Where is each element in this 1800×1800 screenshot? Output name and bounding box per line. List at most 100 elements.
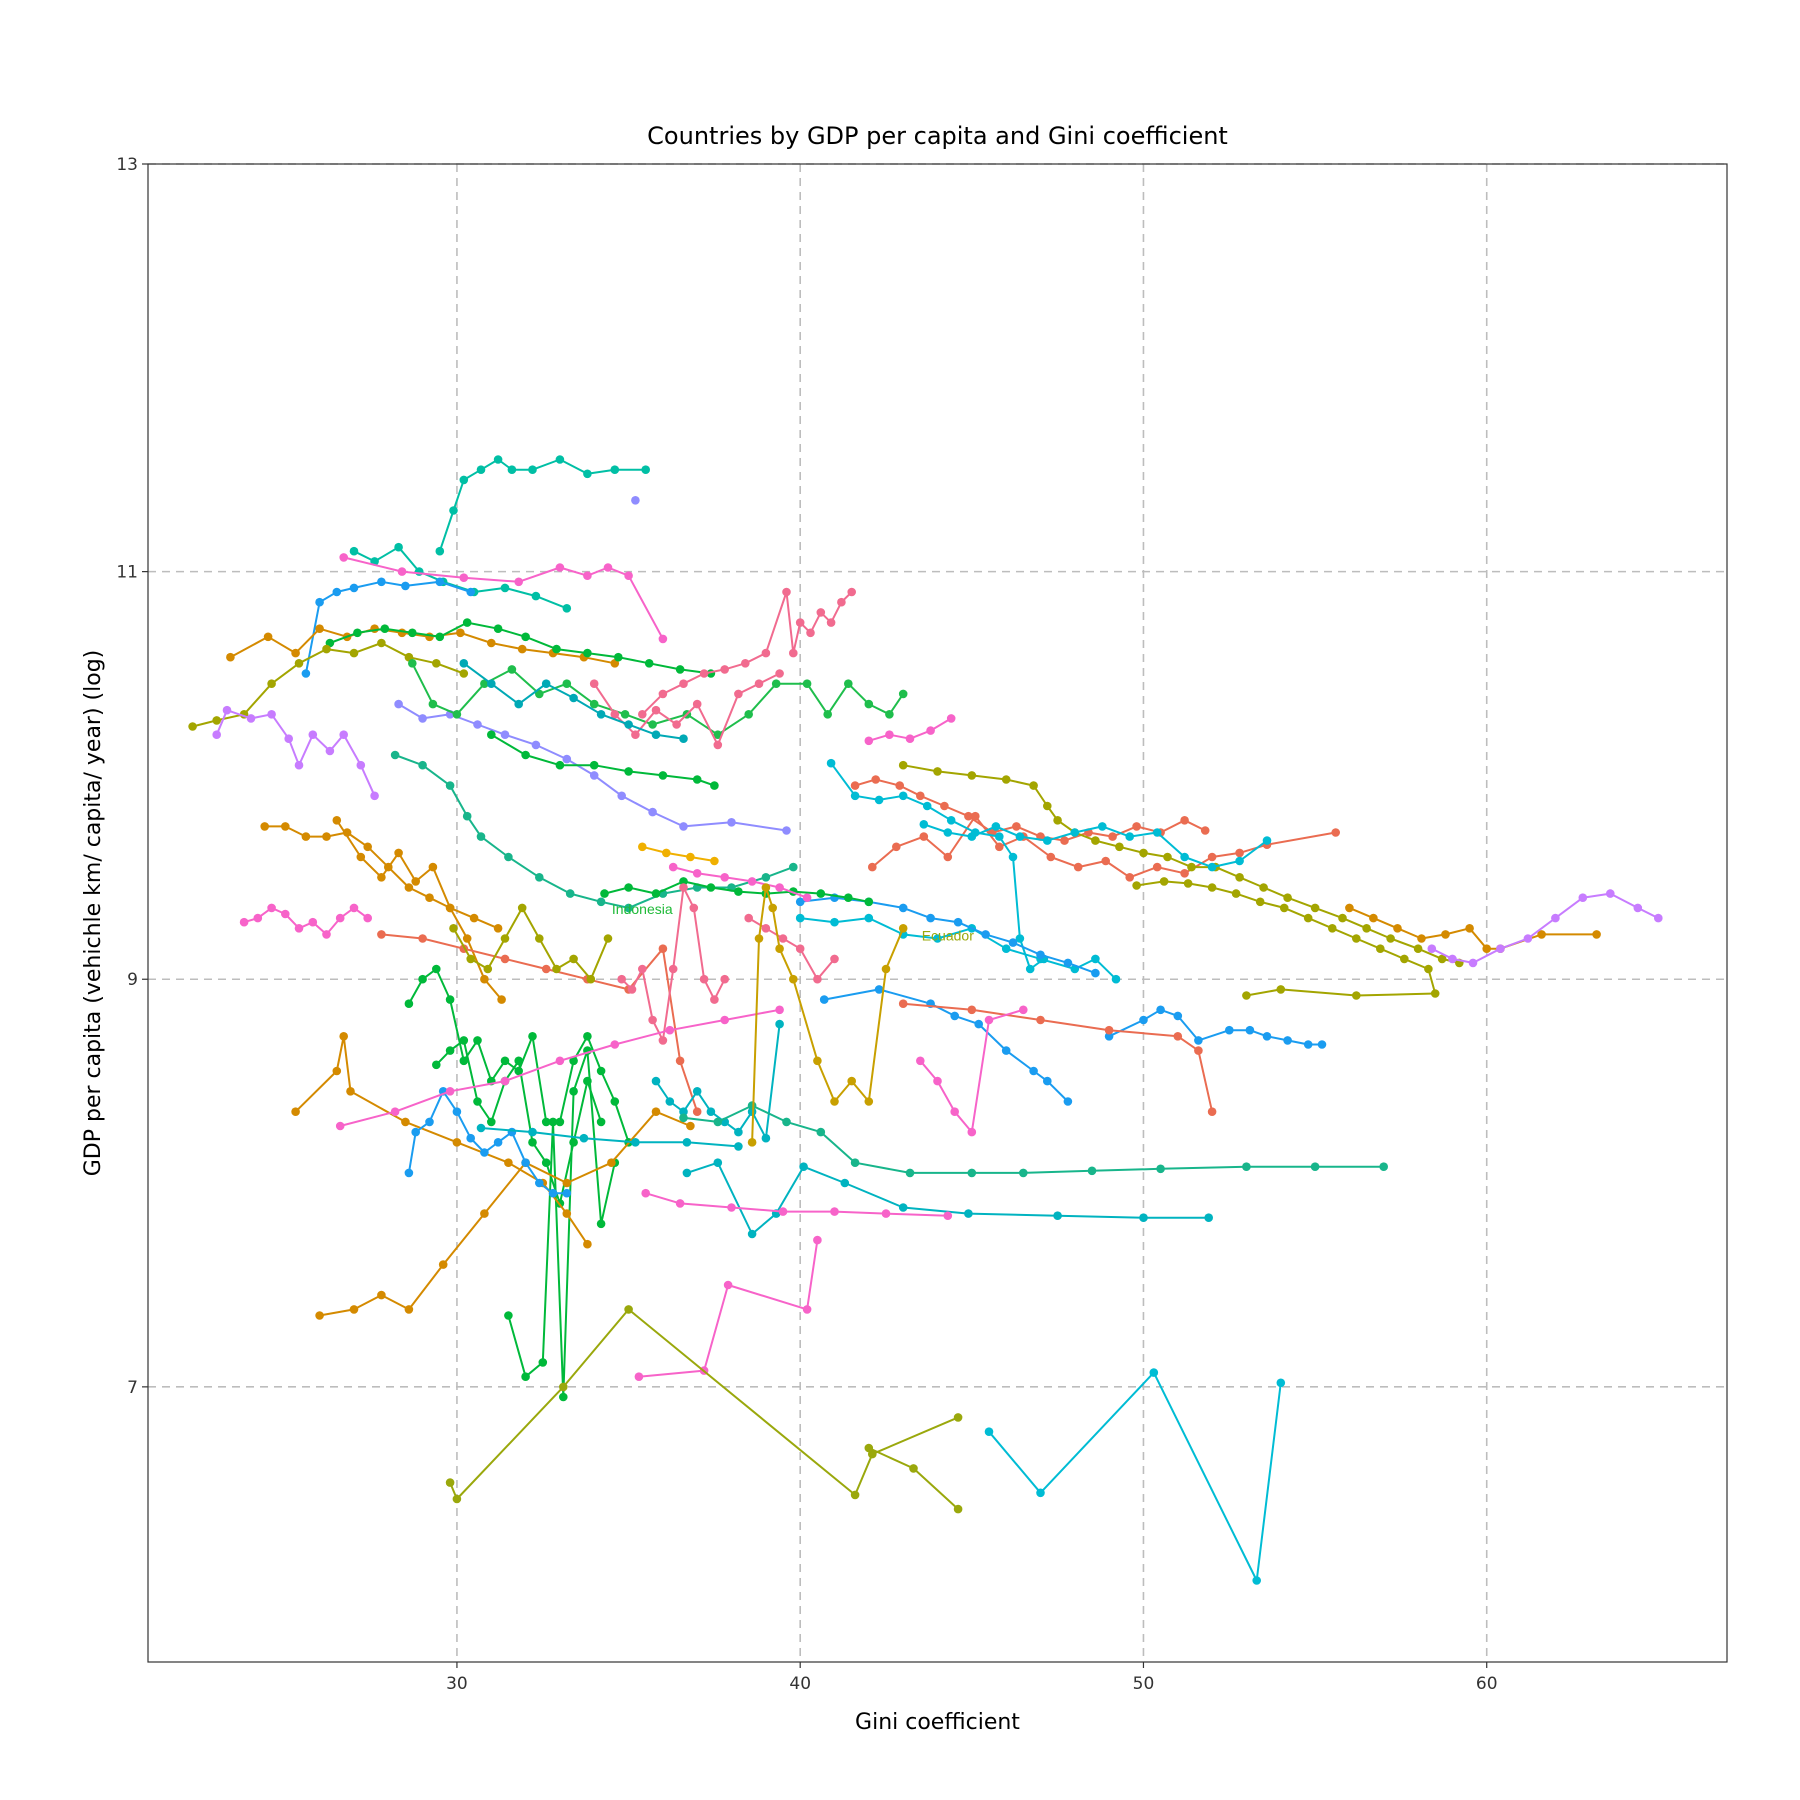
data-point: [953, 1413, 963, 1422]
data-point: [1207, 862, 1217, 872]
data-point: [552, 644, 561, 654]
series-34: [377, 930, 702, 1116]
data-point: [624, 1305, 633, 1314]
data-point: [332, 816, 342, 825]
series-42: [651, 1019, 784, 1143]
axes: 30 40 50 60 7 9 11 13: [116, 155, 1497, 1694]
data-point: [438, 1260, 448, 1269]
data-point: [521, 750, 530, 760]
data-point: [675, 1056, 685, 1066]
data-point: [531, 591, 541, 601]
data-point: [658, 771, 668, 780]
data-point: [1262, 836, 1272, 845]
data-point: [589, 771, 599, 780]
data-point: [624, 720, 633, 729]
data-point: [315, 624, 324, 633]
data-point: [322, 930, 331, 939]
data-point: [799, 1162, 808, 1171]
data-point: [638, 842, 647, 852]
data-point: [445, 1478, 455, 1487]
data-point: [504, 852, 513, 862]
data-point: [1427, 944, 1437, 953]
y-tick-label: 11: [116, 563, 138, 583]
data-point: [456, 628, 465, 638]
data-point: [940, 801, 949, 811]
data-point: [404, 1168, 414, 1178]
data-point: [816, 889, 826, 898]
data-point: [538, 1358, 548, 1367]
data-point: [1180, 869, 1189, 878]
data-point: [435, 546, 445, 556]
series-24: [1104, 1005, 1327, 1049]
data-point: [1036, 950, 1045, 960]
data-point: [260, 822, 270, 831]
data-point: [1098, 822, 1107, 831]
data-point: [1386, 934, 1395, 943]
series-line: [919, 1008, 1024, 1134]
data-point: [1235, 873, 1244, 882]
data-point: [881, 964, 891, 974]
data-point: [1262, 1032, 1272, 1041]
data-point: [747, 1101, 757, 1110]
data-point: [428, 699, 438, 709]
data-point: [284, 734, 294, 743]
data-point: [782, 1117, 791, 1127]
data-point: [1019, 1005, 1028, 1015]
data-point: [517, 644, 527, 654]
data-point: [1163, 852, 1172, 862]
data-point: [500, 934, 510, 943]
data-point: [603, 934, 613, 943]
data-point: [898, 924, 908, 933]
data-point: [541, 1117, 551, 1127]
series-23: [819, 985, 1073, 1106]
data-point: [844, 893, 853, 902]
x-axis-label: Gini coefficient: [855, 1710, 1020, 1735]
series-56: [864, 714, 956, 746]
data-point: [1173, 1011, 1183, 1021]
data-point: [802, 679, 812, 688]
data-point: [1303, 913, 1313, 923]
data-point: [500, 954, 510, 964]
data-point: [552, 964, 561, 974]
data-point: [432, 659, 441, 668]
data-point: [521, 1372, 530, 1381]
data-point: [1633, 903, 1643, 913]
data-point: [469, 913, 479, 923]
data-point: [596, 1066, 606, 1076]
series-57: [631, 496, 640, 505]
data-point: [1225, 1025, 1234, 1035]
series-47: [445, 1305, 963, 1504]
data-point: [1132, 881, 1141, 890]
data-point: [555, 760, 565, 770]
data-point: [874, 795, 884, 805]
data-point: [933, 934, 942, 943]
data-point: [1060, 836, 1069, 845]
data-point: [1400, 954, 1409, 964]
data-point: [583, 469, 592, 479]
data-point: [713, 1117, 723, 1127]
data-point: [802, 1305, 812, 1314]
data-point: [569, 1087, 578, 1096]
data-point: [1465, 924, 1474, 933]
data-point: [514, 577, 523, 587]
data-point: [435, 632, 445, 642]
data-point: [459, 475, 469, 485]
data-point: [1252, 1576, 1261, 1585]
data-point: [514, 699, 523, 709]
data-point: [984, 1427, 994, 1436]
data-point: [847, 587, 856, 597]
data-point: [964, 811, 973, 821]
data-point: [1132, 822, 1141, 831]
data-point: [734, 689, 743, 699]
data-point: [727, 1203, 736, 1212]
data-point: [589, 760, 599, 770]
data-point: [315, 1311, 324, 1320]
data-point: [631, 496, 640, 505]
data-point: [651, 730, 661, 739]
series-52: [335, 1005, 784, 1131]
data-point: [898, 903, 908, 913]
data-point: [1276, 985, 1286, 994]
data-point: [747, 1229, 757, 1239]
data-point: [583, 571, 592, 580]
data-point: [390, 750, 400, 760]
